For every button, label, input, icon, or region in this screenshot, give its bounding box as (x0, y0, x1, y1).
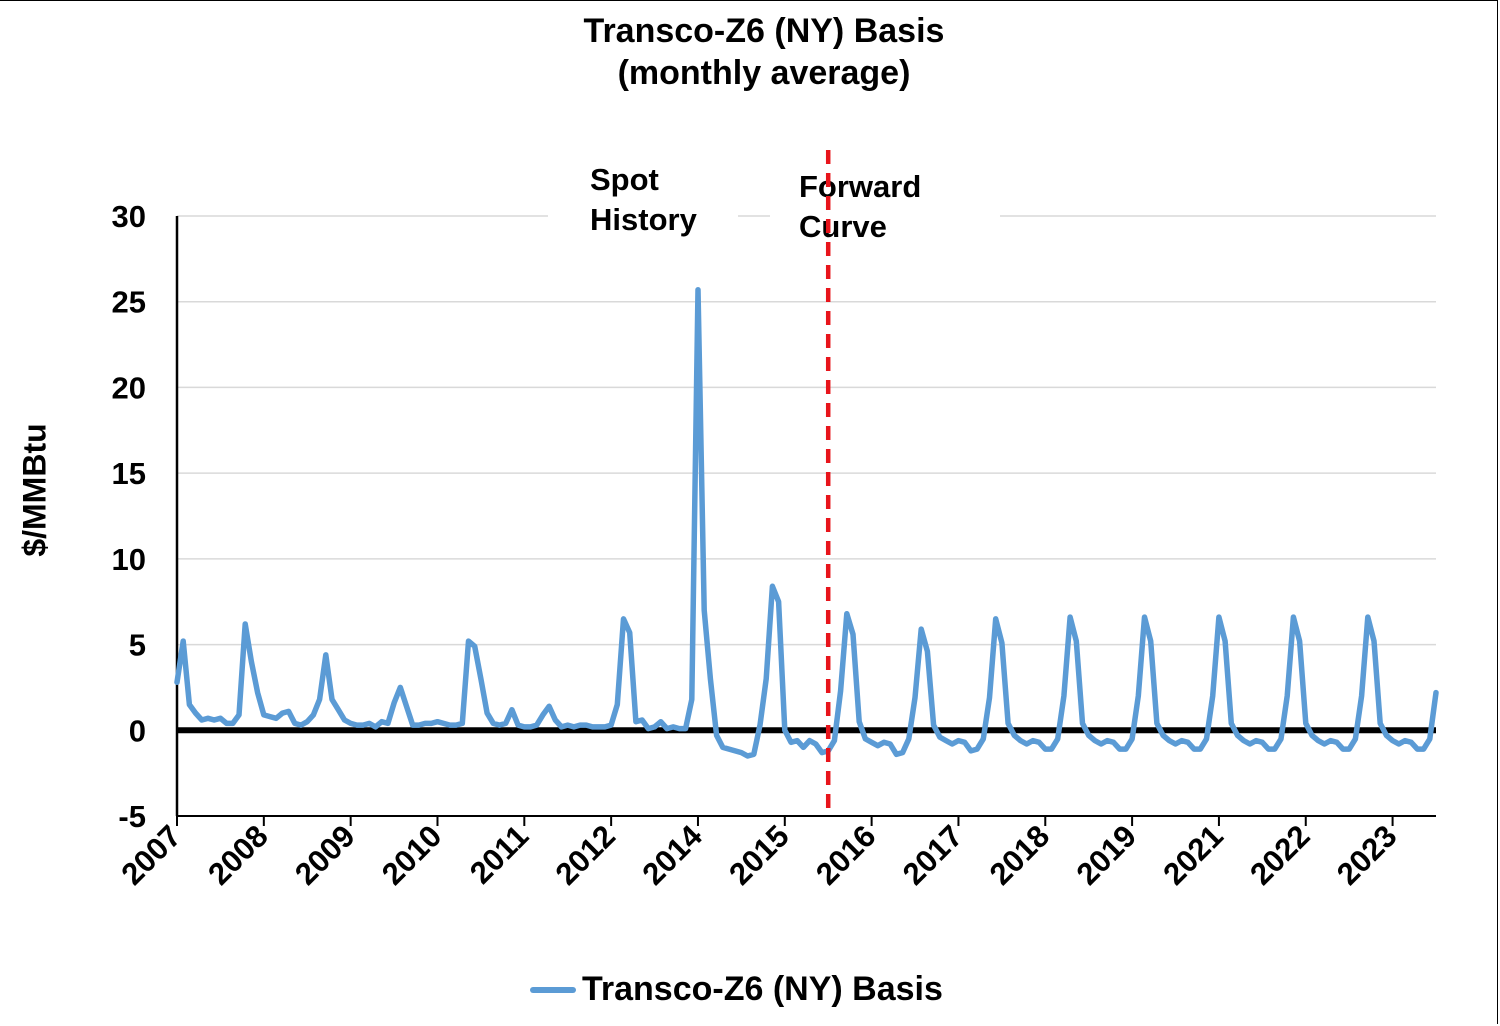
x-tick-label: 2008 (201, 818, 275, 892)
x-tick-label: 2019 (1070, 818, 1144, 892)
y-tick-label: -5 (118, 799, 146, 834)
series-line (174, 286, 1439, 759)
annotations: Spot History Forward Curve (548, 158, 1000, 247)
gridlines (177, 215, 1436, 646)
x-tick-label: 2010 (375, 818, 449, 892)
x-tick-label: 2022 (1243, 818, 1317, 892)
annotation-background (548, 158, 738, 240)
legend-label: Transco-Z6 (NY) Basis (582, 970, 943, 1008)
x-tick-label: 2018 (983, 818, 1057, 892)
y-tick-label: 0 (129, 713, 146, 748)
x-tick-label: 2011 (463, 818, 535, 890)
x-tick-label: 2012 (549, 818, 623, 892)
x-tick-label: 2017 (896, 818, 970, 892)
annotation-background (770, 165, 1000, 247)
x-tick-label: 2021 (1156, 818, 1230, 892)
chart-subtitle: (monthly average) (617, 54, 911, 92)
chart-title: Transco-Z6 (NY) Basis (583, 12, 945, 50)
annotation-text: History (590, 202, 698, 237)
x-tick-label: 2009 (288, 818, 362, 892)
y-tick-label: 15 (112, 456, 146, 491)
x-tick-label: 2016 (809, 818, 883, 892)
y-tick-label: 25 (112, 285, 146, 320)
annotation-text: Forward (799, 169, 921, 204)
legend-swatch (530, 986, 576, 993)
x-tick-labels: 2007 2008 2009 2010 2011 2012 2014 2015 2016 2017… (114, 816, 1404, 892)
axes (175, 216, 1436, 817)
series-layer (174, 286, 1439, 759)
annotation-text: Spot (590, 162, 659, 197)
y-tick-label: 30 (112, 199, 146, 234)
legend: Transco-Z6 (NY) Basis (530, 970, 943, 1009)
y-tick-label: 5 (129, 628, 146, 663)
x-tick-label: 2023 (1330, 818, 1404, 892)
y-tick-labels: -5 0 5 10 15 20 25 30 (112, 199, 146, 834)
y-tick-label: 10 (112, 542, 146, 577)
y-tick-label: 20 (112, 370, 146, 405)
annotation-text: Curve (799, 209, 887, 244)
x-tick-label: 2014 (635, 818, 709, 892)
x-tick-label: 2015 (722, 818, 796, 892)
